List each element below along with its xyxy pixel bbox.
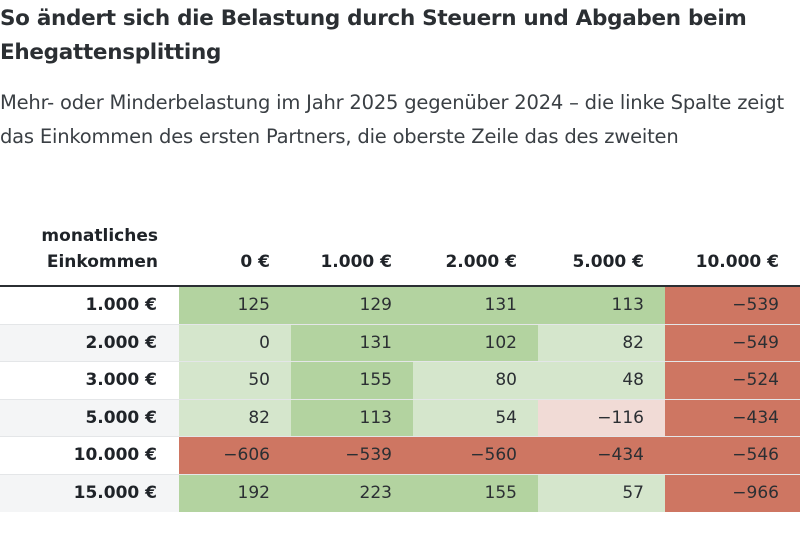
table-cell: 57: [538, 474, 665, 512]
table-row: 2.000 €0 131 102 82 −549: [0, 324, 800, 362]
table-row: 10.000 € −606 −539 −560 −434 −546: [0, 437, 800, 475]
table-cell: 155: [291, 362, 413, 399]
row-label: 2.000 €: [0, 324, 179, 361]
row-label: 3.000 €: [0, 362, 179, 399]
table-cell: −560: [413, 437, 538, 474]
table-cell: −546: [665, 437, 800, 474]
row-label: 5.000 €: [0, 399, 179, 436]
table-body: 1.000 €125 129 131 113 −539 2.000 €0 131 102 82−…: [0, 287, 800, 512]
table-row: 15.000 €192 223 155 57 −966: [0, 474, 800, 512]
header-divider: [0, 285, 800, 287]
table-cell: 223: [291, 474, 413, 512]
column-header: 1.000 €: [320, 252, 392, 272]
table-cell: 131: [291, 324, 413, 361]
table-cell: 129: [291, 287, 413, 324]
column-header: 5.000 €: [572, 252, 644, 272]
table-cell: −434: [538, 437, 665, 474]
chart-subtitle: Mehr- oder Minderbelastung im Jahr 2025 …: [0, 91, 784, 148]
table-cell: −966: [665, 474, 800, 512]
table-header: monatliches Einkommen 0 € 1.000 € 2.000 € 5…: [0, 218, 800, 285]
table-cell: 80: [413, 362, 538, 399]
table-cell: −549: [665, 324, 800, 361]
table-cell: 125: [179, 287, 291, 324]
corner-label: monatliches Einkommen: [41, 226, 158, 272]
table-cell: 113: [538, 287, 665, 324]
table-cell: 131: [413, 287, 538, 324]
row-label: 1.000 €: [0, 287, 179, 324]
column-header: 0 €: [240, 252, 270, 272]
row-label: 10.000 €: [0, 437, 179, 474]
table-cell: 113: [291, 399, 413, 436]
table-cell: 192: [179, 474, 291, 512]
table-cell: 82: [179, 399, 291, 436]
table-cell: 0: [179, 324, 291, 361]
heatmap-table: monatliches Einkommen 0 €1.000 €2.000 €5…: [0, 218, 800, 512]
table-cell: −116: [538, 399, 665, 436]
table-cell: 54: [413, 399, 538, 436]
table-cell: −539: [291, 437, 413, 474]
table-cell: −434: [665, 399, 800, 436]
table-cell: 102: [413, 324, 538, 361]
table-cell: 155: [413, 474, 538, 512]
table-cell: −524: [665, 362, 800, 399]
column-header: 2.000 €: [445, 252, 517, 272]
table-cell: 48: [538, 362, 665, 399]
table-cell: 50: [179, 362, 291, 399]
table-row: 3.000 €50 155 80 48 −524: [0, 362, 800, 400]
chart-title: So ändert sich die Belastung durch Steue…: [0, 6, 747, 65]
table-row: 1.000 €125 129 131 113 −539: [0, 287, 800, 325]
table-cell: −606: [179, 437, 291, 474]
table-row: 5.000 €82 113 54 −116 −434: [0, 399, 800, 437]
table-cell: −539: [665, 287, 800, 324]
table-cell: 82: [538, 324, 665, 361]
row-label: 15.000 €: [0, 474, 179, 512]
column-header: 10.000 €: [695, 252, 779, 272]
